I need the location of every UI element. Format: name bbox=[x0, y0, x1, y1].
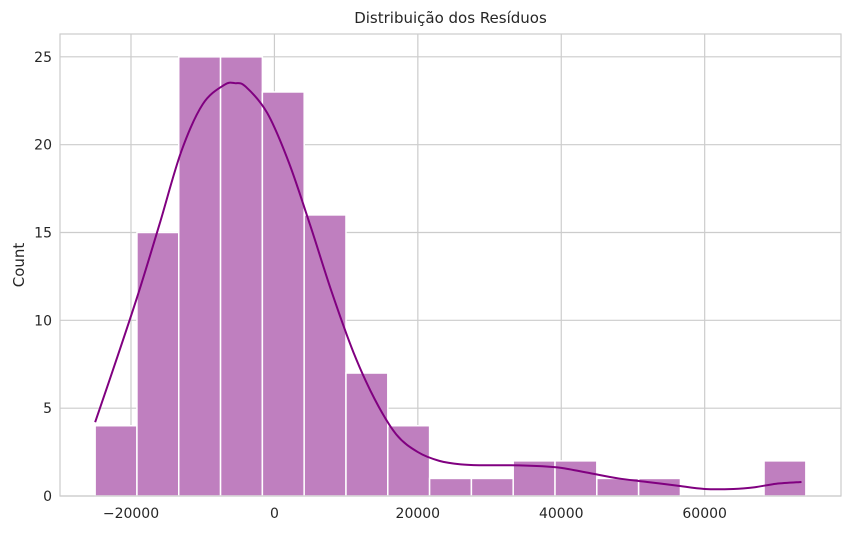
y-tick-label: 15 bbox=[34, 226, 52, 242]
kde-layer bbox=[94, 81, 802, 491]
x-tick-label: 40000 bbox=[539, 506, 584, 522]
x-tick-label: 20000 bbox=[396, 506, 441, 522]
histogram-bar bbox=[763, 460, 807, 497]
x-tick-label: −20000 bbox=[103, 506, 159, 522]
x-tick-label: 0 bbox=[270, 506, 279, 522]
histogram-bar bbox=[94, 424, 138, 497]
x-axis-ticks: −20000 0 20000 40000 60000 bbox=[103, 506, 727, 522]
histogram-bar bbox=[303, 214, 347, 497]
kde-line bbox=[94, 81, 802, 491]
x-tick-label: 60000 bbox=[682, 506, 727, 522]
histogram-bar bbox=[178, 56, 222, 497]
bars-layer bbox=[94, 56, 807, 497]
histogram-bar bbox=[470, 477, 514, 497]
histogram-bar bbox=[387, 424, 431, 497]
histogram-bar bbox=[428, 477, 473, 497]
histogram-bar bbox=[136, 231, 180, 497]
y-tick-label: 0 bbox=[43, 489, 52, 505]
y-axis-ticks: 0 5 10 15 20 25 bbox=[34, 50, 52, 505]
y-tick-label: 10 bbox=[34, 313, 52, 329]
y-tick-label: 20 bbox=[34, 138, 52, 154]
histogram-bar bbox=[554, 460, 598, 497]
y-tick-label: 25 bbox=[34, 50, 52, 66]
histogram-bar bbox=[219, 56, 264, 497]
chart-title: Distribuição dos Resíduos bbox=[354, 9, 547, 27]
histogram-bar bbox=[345, 372, 389, 497]
plot-frame bbox=[59, 33, 842, 497]
y-axis-label: Count bbox=[10, 243, 28, 288]
histogram-bar bbox=[261, 91, 305, 497]
y-tick-label: 5 bbox=[43, 401, 52, 417]
